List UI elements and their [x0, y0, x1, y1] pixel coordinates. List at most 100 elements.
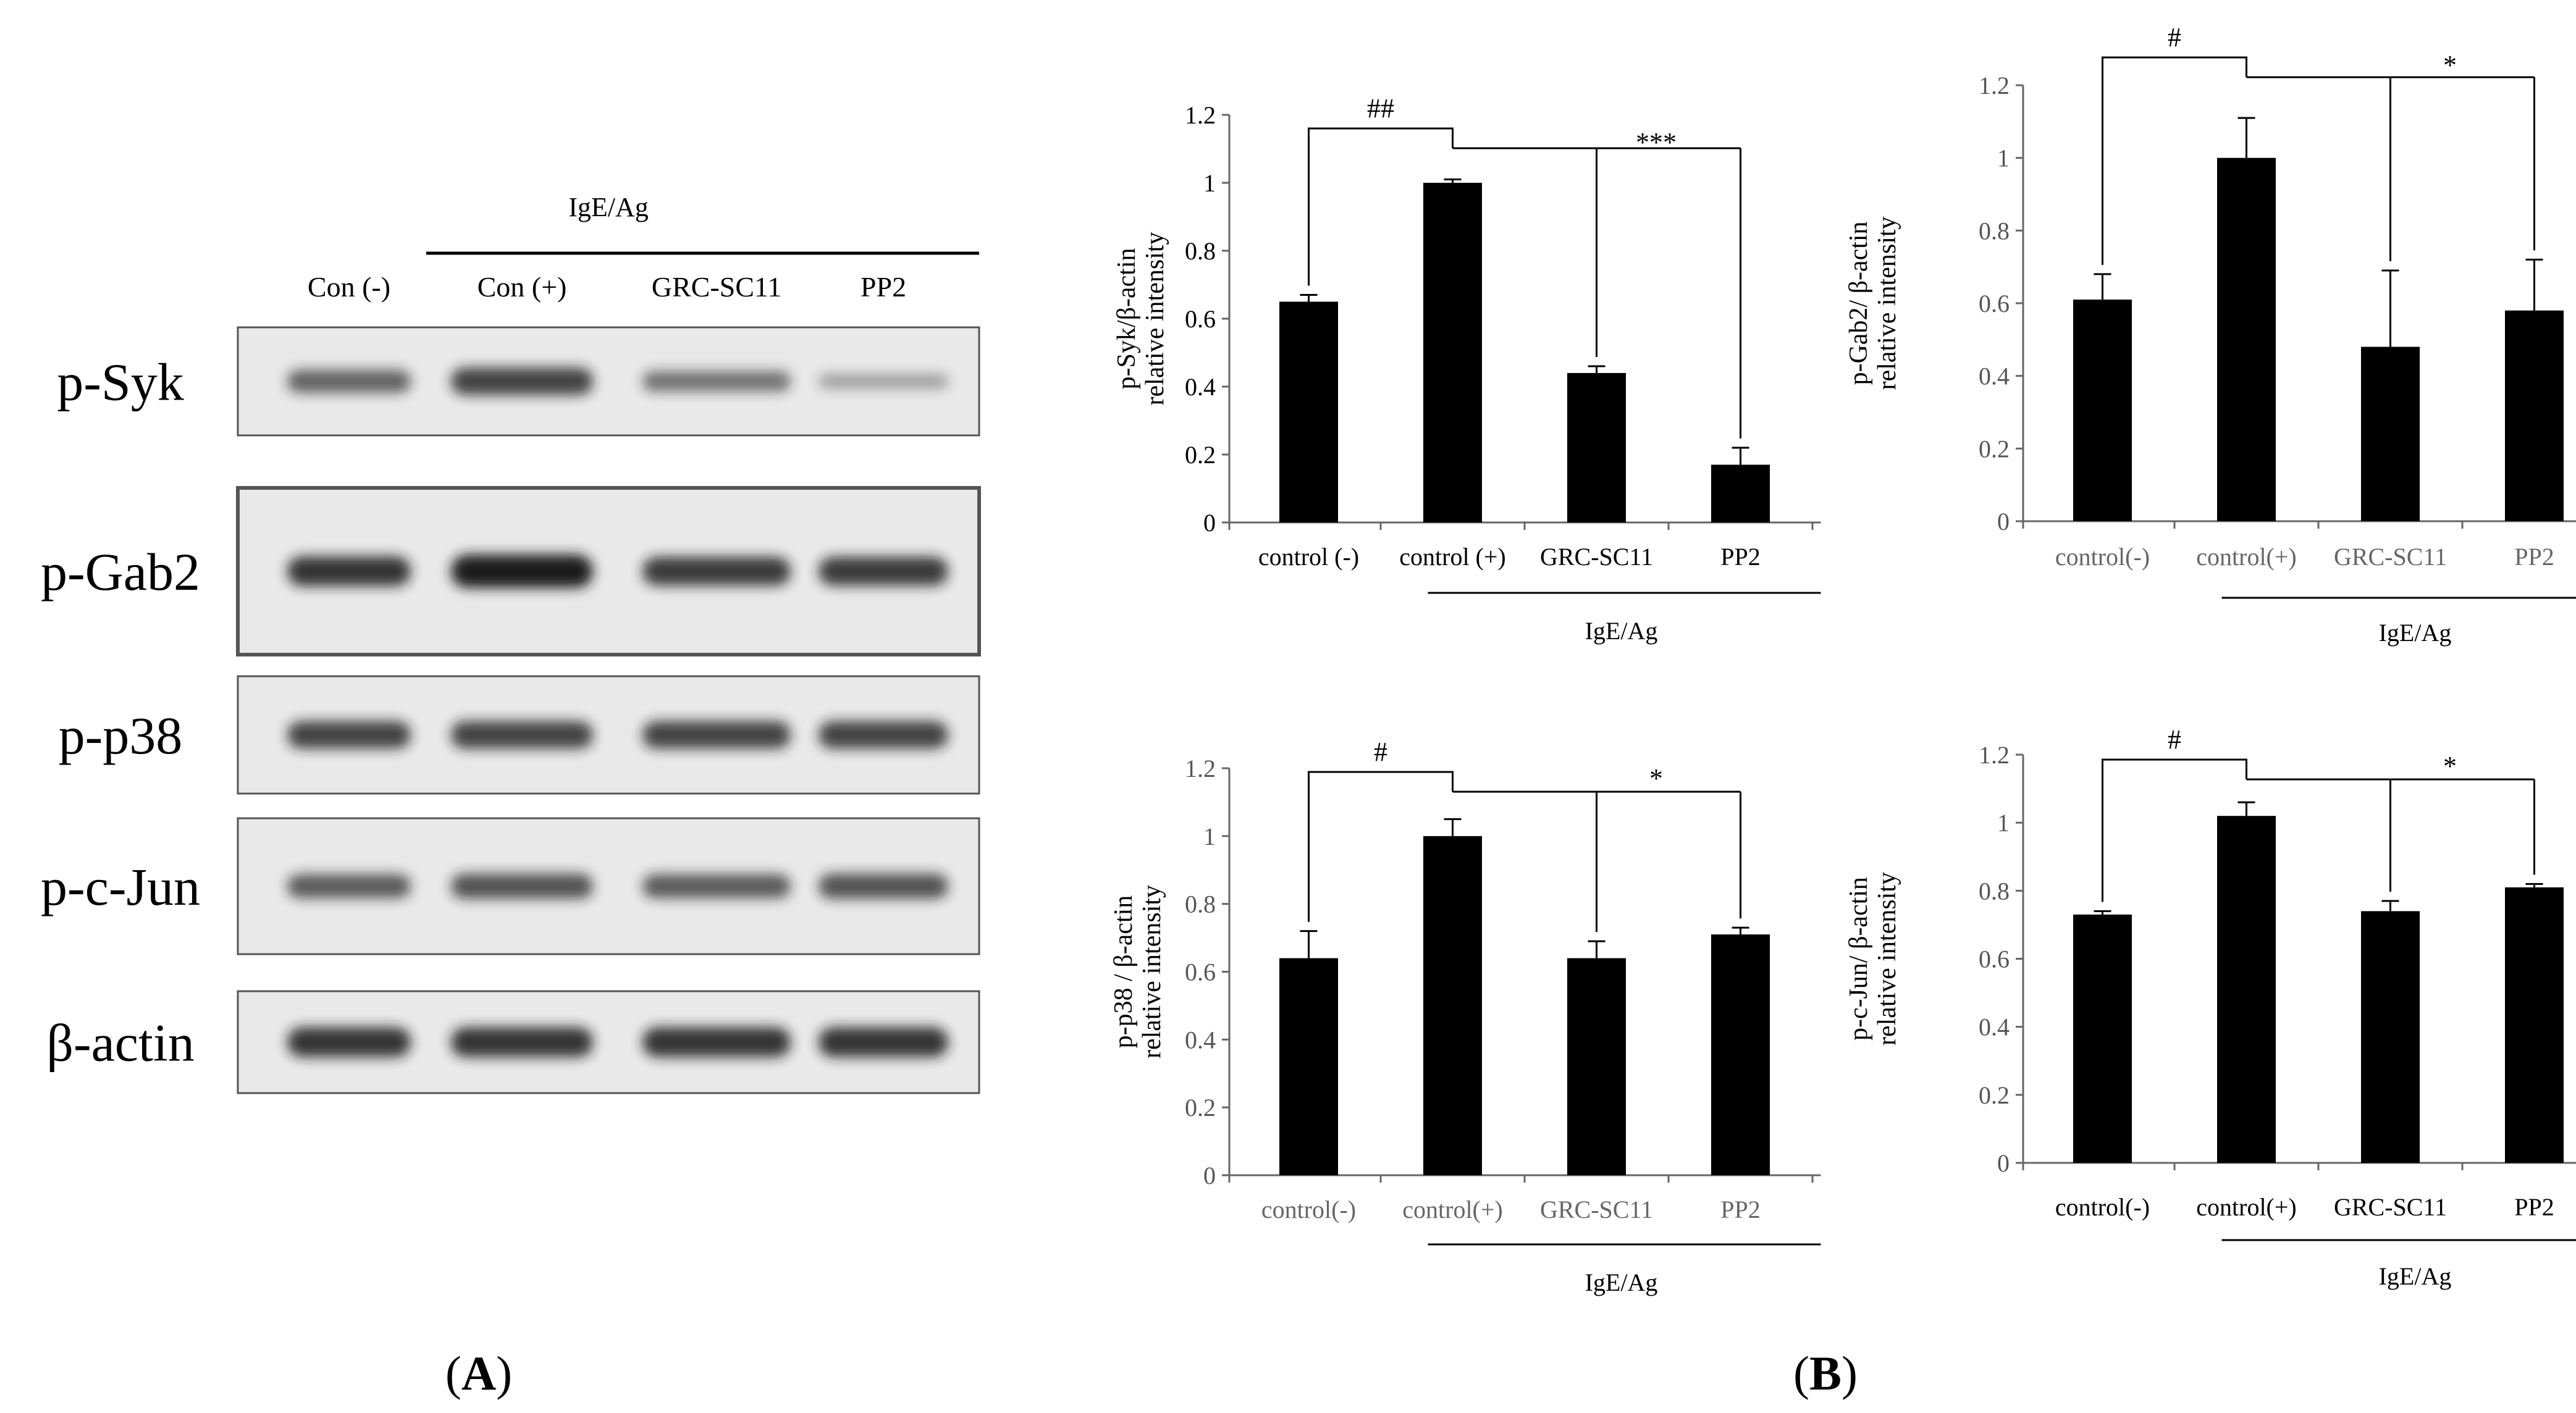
y-axis-label: p-p38 / β-actinrelative intensity — [1109, 885, 1166, 1059]
y-tick-label: 1.2 — [1979, 72, 2010, 99]
y-tick-label: 1 — [1997, 145, 2010, 172]
significance-bracket-left — [2102, 56, 2247, 265]
blot-band — [287, 556, 411, 587]
blot-row-label: p-p38 — [59, 706, 183, 765]
group-label: IgE/Ag — [1585, 1268, 1658, 1296]
x-category-label: control(-) — [2055, 543, 2150, 571]
western-blot-panel: IgE/Ag Con (-) Con (+) GRC-SC11 PP2 p-Syk p-Ga… — [41, 192, 981, 1094]
x-category-label: GRC-SC11 — [2334, 543, 2447, 571]
x-category-label: control (-) — [1258, 543, 1359, 571]
x-category-label: control(-) — [1261, 1196, 1356, 1223]
significance-mark-left: # — [2168, 724, 2181, 755]
group-label: IgE/Ag — [2379, 1262, 2452, 1290]
y-tick-label: 0.8 — [1979, 217, 2010, 245]
blot-lane-label: Con (-) — [308, 271, 390, 303]
y-axis-label-line: relative intensity — [1873, 216, 1901, 390]
blot-band — [287, 874, 411, 899]
y-tick-label: 0.6 — [1979, 290, 2010, 317]
y-axis-label: p-c-Jun/ β-actinrelative intensity — [1845, 872, 1901, 1046]
y-axis-label: p-Syk/β-actinrelative intensity — [1113, 232, 1169, 405]
y-tick-label: 0.8 — [1979, 877, 2010, 905]
significance-mark-left: # — [2168, 22, 2181, 52]
bar — [1567, 958, 1626, 1175]
blot-lane-label: PP2 — [861, 271, 906, 303]
x-category-label: PP2 — [1720, 1196, 1761, 1223]
blot-band — [287, 1027, 411, 1057]
y-tick-label: 0.8 — [1185, 891, 1216, 918]
blot-group-label: IgE/Ag — [568, 192, 649, 222]
bar — [2073, 300, 2132, 521]
y-tick-label: 1 — [1997, 809, 2010, 837]
y-tick-label: 1.2 — [1185, 101, 1216, 129]
blot-band — [287, 721, 411, 749]
x-category-label: control(-) — [2055, 1193, 2150, 1221]
blot-band — [642, 371, 791, 392]
significance-bracket-left — [1308, 127, 1454, 286]
y-axis-label-line: p-Gab2/ β-actin — [1845, 221, 1873, 385]
blot-row: p-p38 — [59, 675, 980, 795]
y-axis-label: p-Gab2/ β-actinrelative intensity — [1845, 216, 1901, 390]
blot-band — [451, 721, 593, 749]
blot-band — [451, 1027, 593, 1057]
significance-mark-left: ## — [1367, 93, 1394, 124]
y-tick-label: 0 — [1203, 1162, 1216, 1189]
panel-a-label: (A) — [445, 1346, 512, 1400]
bar — [2361, 346, 2420, 521]
blot-band — [451, 873, 593, 899]
y-tick-label: 1.2 — [1979, 741, 2010, 769]
y-tick-label: 1.2 — [1185, 755, 1216, 782]
y-tick-label: 0.4 — [1185, 373, 1216, 401]
x-category-label: control(+) — [1402, 1196, 1503, 1223]
significance-bracket-left — [2102, 758, 2247, 902]
significance-mark-right: * — [2443, 50, 2457, 80]
x-category-label: control(+) — [2196, 543, 2297, 571]
bar — [1567, 373, 1626, 522]
y-tick-label: 0 — [1203, 509, 1216, 537]
group-label: IgE/Ag — [1585, 617, 1658, 645]
bar — [1711, 464, 1770, 522]
blot-band — [451, 367, 593, 395]
y-tick-label: 0.6 — [1185, 305, 1216, 333]
bar — [2073, 914, 2132, 1163]
x-category-label: control (+) — [1399, 543, 1506, 571]
blot-band — [819, 873, 948, 899]
significance-mark-right: *** — [1636, 127, 1677, 157]
y-tick-label: 0.6 — [1979, 945, 2010, 973]
blot-band — [642, 721, 791, 749]
y-axis-label-line: relative intensity — [1138, 885, 1166, 1059]
y-axis-label-line: p-c-Jun/ β-actin — [1845, 877, 1873, 1041]
y-axis-label-line: relative intensity — [1873, 872, 1901, 1046]
bar — [1279, 301, 1338, 522]
blot-row-label: p-Gab2 — [41, 542, 200, 602]
y-tick-label: 0.4 — [1979, 1013, 2010, 1041]
bar-chart: 0 0.2 0.4 0.6 0.8 1 1.2 p-Syk/β-actinrelative i… — [1113, 93, 1821, 645]
blot-band — [819, 374, 948, 388]
blot-band — [819, 721, 948, 749]
y-tick-label: 0.2 — [1979, 1081, 2010, 1109]
blot-row: p-Gab2 — [41, 486, 981, 656]
bar — [1711, 934, 1770, 1175]
y-tick-label: 0.2 — [1185, 1094, 1216, 1122]
quantification-panel: 0 0.2 0.4 0.6 0.8 1 1.2 p-Syk/β-actinrelative i… — [1109, 22, 2576, 1296]
significance-bracket-left — [1308, 771, 1454, 922]
y-tick-label: 0.2 — [1979, 435, 2010, 463]
significance-mark-left: # — [1374, 737, 1387, 767]
blot-band — [819, 1027, 948, 1057]
blot-band — [642, 1027, 791, 1057]
x-category-label: PP2 — [1720, 543, 1761, 571]
group-label: IgE/Ag — [2379, 619, 2452, 647]
blot-row: β-actin — [46, 990, 980, 1094]
y-axis-label-line: p-p38 / β-actin — [1109, 895, 1138, 1049]
bar — [1423, 836, 1482, 1175]
y-tick-label: 1 — [1203, 169, 1216, 197]
y-tick-label: 0.8 — [1185, 237, 1216, 265]
blot-row-label: p-c-Jun — [41, 857, 200, 916]
blot-lane-label: GRC-SC11 — [652, 271, 781, 303]
blot-row-label: β-actin — [46, 1013, 195, 1073]
y-axis-label-line: relative intensity — [1141, 232, 1169, 405]
x-category-label: PP2 — [2514, 543, 2554, 571]
blot-band — [642, 556, 791, 586]
blot-row: p-Syk — [57, 326, 980, 437]
blot-band — [451, 555, 593, 588]
